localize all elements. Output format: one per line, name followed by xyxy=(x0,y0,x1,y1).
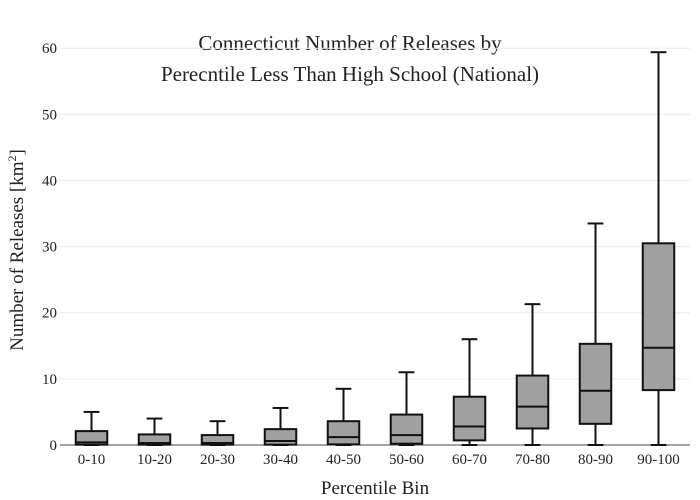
y-tick-labels: 0 10 20 30 40 50 60 xyxy=(42,41,57,454)
x-tick-label: 10-20 xyxy=(137,452,172,468)
box-group-20-30 xyxy=(200,420,235,446)
box-group-70-80 xyxy=(515,303,550,446)
iqr-box xyxy=(515,374,550,430)
iqr-box xyxy=(389,413,424,445)
x-tick-label: 30-40 xyxy=(263,452,298,468)
iqr-box xyxy=(200,434,235,446)
x-tick-label: 70-80 xyxy=(515,452,550,468)
y-tick-label: 30 xyxy=(42,240,57,256)
y-axis-label: Number of Releases [km2] xyxy=(5,149,28,351)
x-tick-label: 50-60 xyxy=(389,452,424,468)
box-group-0-10 xyxy=(74,410,109,446)
box-group-50-60 xyxy=(389,371,424,446)
box-group-10-20 xyxy=(137,417,172,446)
iqr-box xyxy=(137,433,172,446)
x-tick-label: 80-90 xyxy=(578,452,613,468)
boxes xyxy=(74,51,676,446)
box-group-90-100 xyxy=(641,51,676,446)
chart-title-line2: Perecntile Less Than High School (Nation… xyxy=(161,62,539,86)
x-axis-label: Percentile Bin xyxy=(321,478,430,499)
box-group-30-40 xyxy=(263,406,298,446)
chart-title-line1: Connecticut Number of Releases by xyxy=(198,31,502,55)
box-group-80-90 xyxy=(578,222,613,446)
x-tick-labels: 0-10 10-20 20-30 30-40 40-50 50-60 60-70 70-80 8… xyxy=(78,452,680,468)
y-tick-label: 50 xyxy=(42,107,57,123)
iqr-box xyxy=(74,430,109,446)
x-tick-label: 20-30 xyxy=(200,452,235,468)
x-tick-label: 40-50 xyxy=(326,452,361,468)
y-axis-label-close: ] xyxy=(7,149,28,155)
y-axis-label-sup: 2 xyxy=(5,155,19,161)
y-tick-label: 20 xyxy=(42,306,57,322)
y-tick-label: 0 xyxy=(50,438,58,454)
iqr-box xyxy=(641,242,676,392)
y-tick-label: 10 xyxy=(42,372,57,388)
iqr-box xyxy=(263,428,298,446)
x-tick-label: 60-70 xyxy=(452,452,487,468)
iqr-box xyxy=(326,420,361,446)
box-group-60-70 xyxy=(452,338,487,446)
y-tick-label: 60 xyxy=(42,41,57,57)
iqr-box xyxy=(578,342,613,425)
x-tick-label: 0-10 xyxy=(78,452,106,468)
y-axis-label-main: Number of Releases [km xyxy=(7,161,28,351)
iqr-box xyxy=(452,395,487,442)
y-tick-label: 40 xyxy=(42,173,57,189)
box-group-40-50 xyxy=(326,387,361,446)
x-tick-label: 90-100 xyxy=(637,452,680,468)
